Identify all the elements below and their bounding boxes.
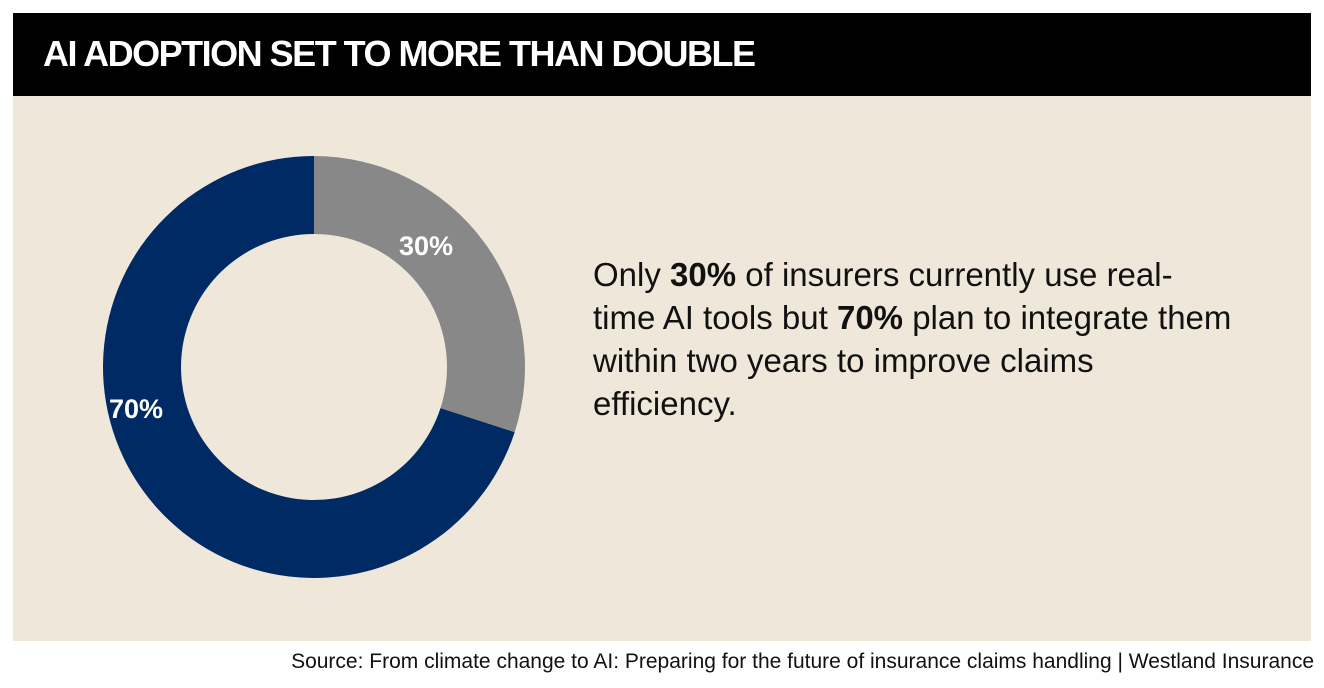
summary-highlight-70: 70% (836, 299, 904, 336)
summary-highlight-30: 30% (670, 256, 737, 293)
header-bar: AI ADOPTION SET TO MORE THAN DOUBLE (13, 13, 1311, 96)
chart-panel: 30% 70% Only 30% of insurers currently us… (13, 96, 1311, 641)
source-note: Source: From climate change to AI: Prepa… (291, 650, 1314, 673)
donut-slices (103, 156, 525, 578)
donut-labels: 30% 70% (109, 231, 453, 424)
summary-part-3: plan to integrate them within two years … (593, 299, 1232, 422)
summary-text: Only 30% of insurers currently use real-… (593, 253, 1233, 425)
slice-label-70: 70% (109, 394, 163, 424)
donut-chart: 30% 70% (103, 156, 525, 578)
slice-label-30: 30% (399, 231, 453, 261)
donut-slice-70 (103, 156, 515, 578)
chart-title: AI ADOPTION SET TO MORE THAN DOUBLE (43, 33, 756, 74)
summary-part-1: Only (593, 256, 671, 293)
summary-part-2: of insurers currently use real-time AI t… (593, 256, 1173, 336)
donut-slice-30 (314, 156, 525, 433)
